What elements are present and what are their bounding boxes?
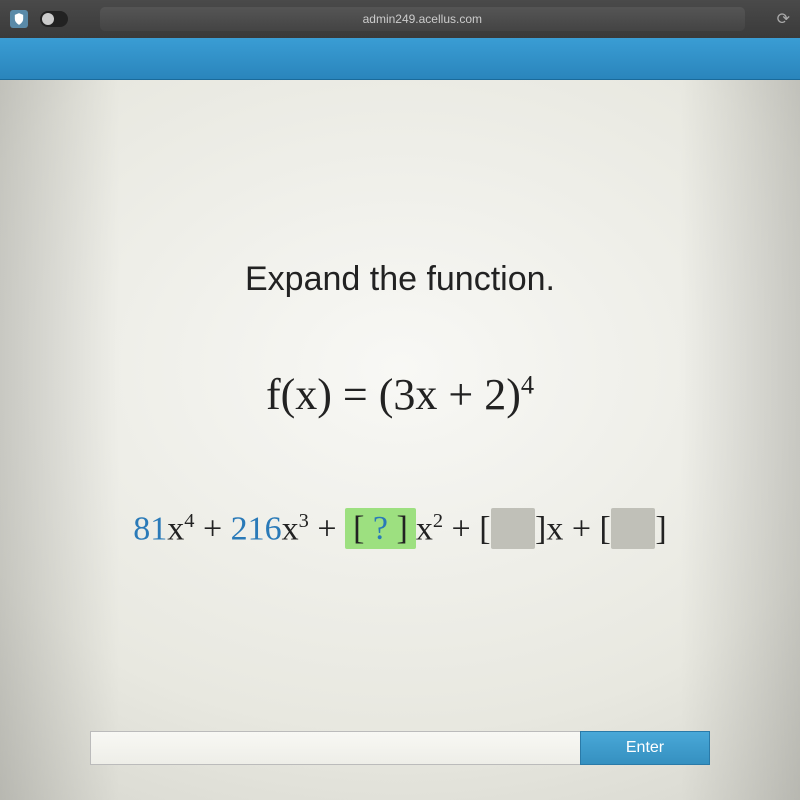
exp-2: 3 [299, 510, 309, 532]
blank-4[interactable] [491, 508, 536, 549]
answer-input[interactable] [90, 731, 580, 765]
blank-5[interactable] [611, 508, 656, 549]
var-1: x [167, 510, 184, 547]
plus-3: + [452, 510, 480, 547]
answer-row: Enter [90, 731, 710, 765]
expansion-expression: 81x4 + 216x3 + [ ? ]x2 + [ ]x + [ ] [0, 510, 800, 548]
fn-rhs-base: (3x + 2) [379, 370, 521, 419]
url-text: admin249.acellus.com [363, 12, 482, 26]
refresh-icon[interactable]: ⟳ [777, 9, 790, 29]
plus-1: + [203, 510, 231, 547]
problem-title: Expand the function. [0, 260, 800, 299]
enter-button[interactable]: Enter [580, 731, 710, 765]
browser-chrome: admin249.acellus.com ⟳ [0, 0, 800, 38]
content-area: Expand the function. f(x) = (3x + 2)4 81… [0, 80, 800, 800]
toggle-switch[interactable] [40, 11, 68, 27]
fn-lhs: f(x) [266, 370, 332, 419]
toggle-knob [42, 13, 54, 25]
shield-icon[interactable] [10, 10, 28, 28]
exp-1: 4 [184, 510, 194, 532]
var-3: x [416, 510, 433, 547]
fn-equals: = [332, 370, 379, 419]
exp-3: 2 [433, 510, 443, 532]
function-expression: f(x) = (3x + 2)4 [0, 369, 800, 420]
var-2: x [282, 510, 299, 547]
coeff-1: 81 [133, 510, 167, 547]
coeff-2: 216 [231, 510, 282, 547]
var-4: x [546, 510, 563, 547]
plus-2: + [317, 510, 345, 547]
address-bar[interactable]: admin249.acellus.com [100, 7, 745, 31]
app-header-bar [0, 38, 800, 80]
blank-active-value: ? [373, 510, 388, 547]
plus-4: + [572, 510, 600, 547]
blank-active[interactable]: [ ? ] [345, 508, 416, 549]
fn-rhs-exp: 4 [521, 369, 534, 399]
